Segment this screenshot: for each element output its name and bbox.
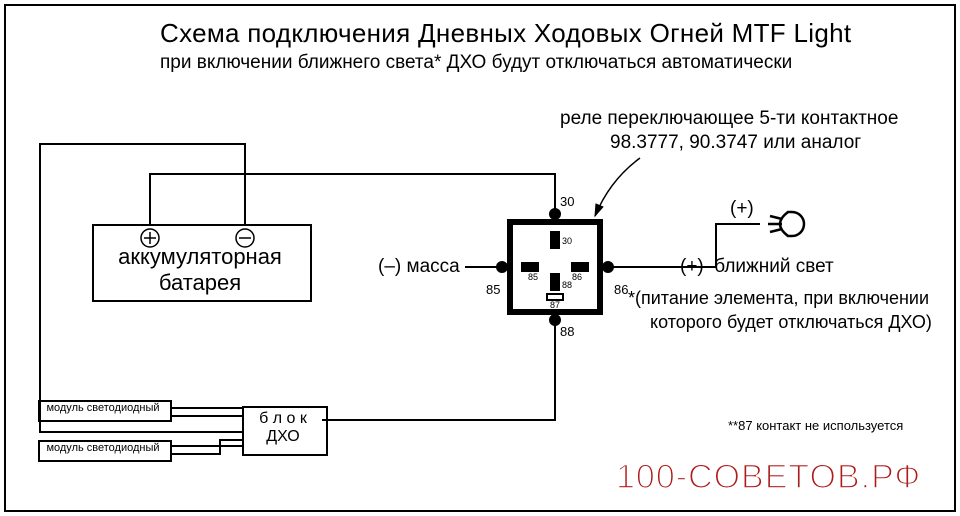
battery-minus-icon [236, 229, 254, 247]
svg-text:85: 85 [528, 272, 538, 282]
note-arrow [595, 158, 640, 216]
battery-plus-icon [141, 229, 159, 247]
svg-text:30: 30 [562, 236, 572, 246]
relay-symbol: 30 85 86 88 87 [510, 222, 600, 312]
svg-text:86: 86 [572, 272, 582, 282]
headlight-icon [768, 212, 804, 236]
svg-text:87: 87 [550, 300, 560, 310]
wiring-svg: 30 85 86 88 87 [0, 0, 960, 516]
wires [40, 144, 760, 454]
svg-text:88: 88 [562, 280, 572, 290]
watermark: 100-COBETOB.РФ [616, 458, 921, 497]
